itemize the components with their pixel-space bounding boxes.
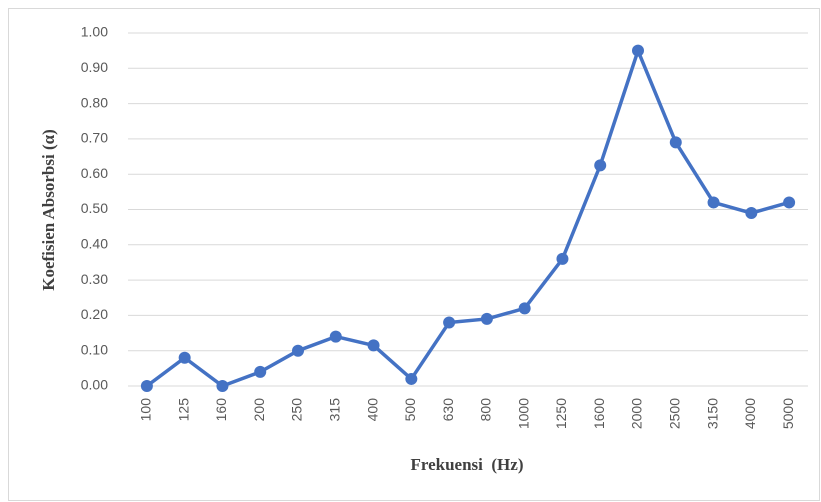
marker: [292, 344, 304, 357]
y-tick-label: 1.00: [81, 24, 108, 40]
y-axis-title: Koefisien Absorbsi (α): [39, 129, 58, 291]
marker: [783, 196, 796, 209]
marker: [443, 316, 456, 329]
x-tick-label: 630: [440, 398, 456, 422]
x-tick-label: 4000: [742, 398, 758, 429]
marker: [178, 351, 191, 364]
x-tick-label: 1250: [553, 398, 569, 429]
y-tick-label: 0.50: [81, 200, 108, 216]
marker: [480, 312, 493, 325]
x-tick-label: 2500: [666, 398, 682, 429]
marker: [556, 252, 569, 265]
x-tick-label: 5000: [780, 398, 796, 429]
marker: [216, 380, 229, 392]
x-tick-label: 125: [175, 398, 191, 422]
x-tick-label: 315: [326, 398, 342, 422]
x-tick-label: 400: [364, 398, 380, 422]
marker: [367, 339, 380, 352]
chart-frame: [8, 8, 820, 501]
y-tick-label: 0.20: [81, 306, 108, 322]
x-tick-label: 1600: [591, 398, 607, 429]
marker: [594, 159, 607, 172]
marker: [669, 136, 682, 149]
x-tick-label: 1000: [515, 398, 531, 429]
y-tick-label: 0.60: [81, 165, 108, 181]
marker: [632, 44, 644, 57]
marker: [254, 365, 267, 378]
marker: [707, 196, 720, 209]
marker: [745, 207, 758, 220]
x-tick-label: 160: [213, 398, 229, 422]
marker: [140, 380, 153, 392]
y-tick-label: 0.40: [81, 236, 108, 252]
y-tick-label: 0.80: [81, 94, 108, 110]
marker: [518, 302, 531, 315]
y-tick-label: 0.30: [81, 271, 108, 287]
x-tick-label: 800: [478, 398, 494, 422]
line: [145, 48, 790, 388]
x-tick-label: 250: [289, 398, 305, 422]
x-tick-label: 500: [402, 398, 418, 422]
x-tick-label: 100: [138, 398, 154, 422]
y-tick-label: 0.10: [81, 341, 108, 357]
y-tick-label: 0.00: [81, 377, 108, 393]
marker: [405, 372, 418, 385]
x-tick-label: 3150: [704, 398, 720, 429]
y-tick-label: 0.70: [81, 130, 108, 146]
marker: [329, 330, 342, 343]
x-axis-title: Frekuensi (Hz): [410, 455, 523, 474]
x-tick-label: 2000: [629, 398, 645, 429]
y-tick-label: 0.90: [81, 59, 108, 75]
x-tick-label: 200: [251, 398, 267, 422]
